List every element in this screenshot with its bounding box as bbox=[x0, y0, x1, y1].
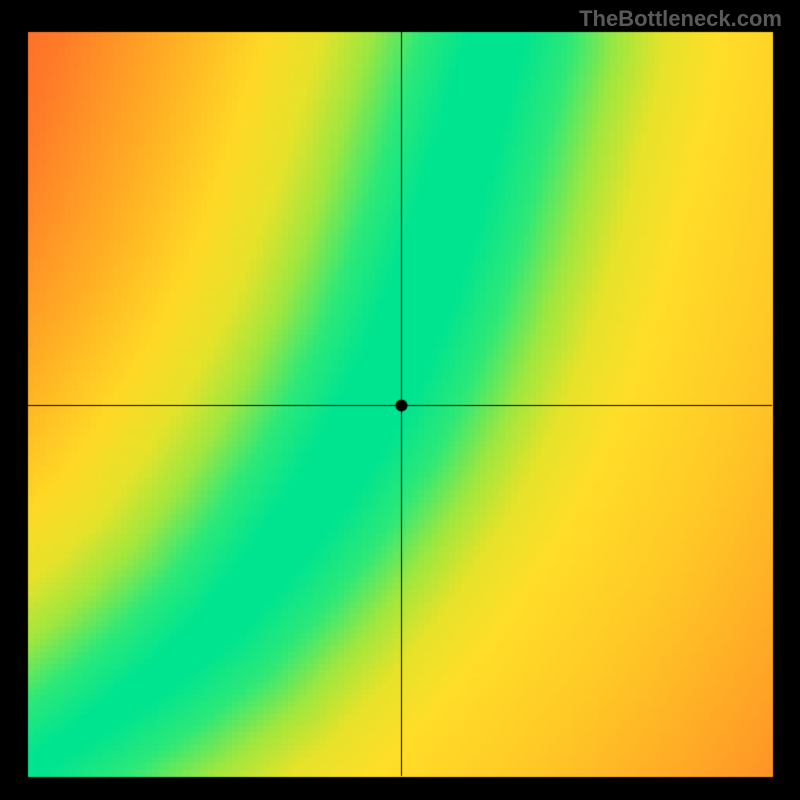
chart-container: TheBottleneck.com bbox=[0, 0, 800, 800]
watermark-text: TheBottleneck.com bbox=[579, 6, 782, 32]
bottleneck-heatmap bbox=[0, 0, 800, 800]
